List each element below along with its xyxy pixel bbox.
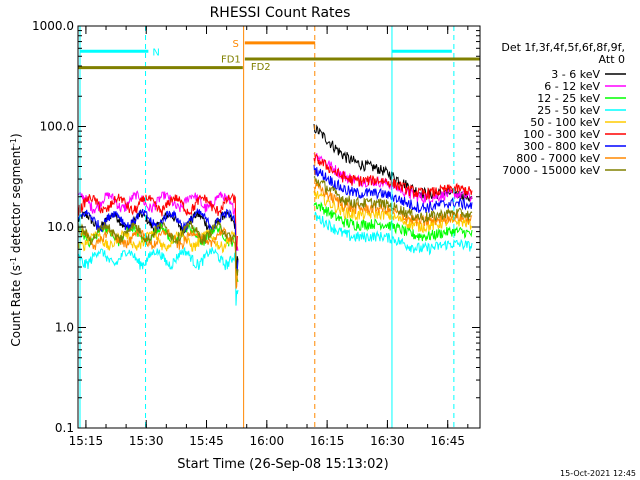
y-tick-label: 100.0 (40, 120, 74, 134)
legend-label: 50 - 100 keV (530, 116, 600, 129)
legend-header: Det 1f,3f,4f,5f,6f,8f,9f, (501, 41, 625, 54)
x-tick-label: 16:00 (250, 434, 285, 448)
x-tick-label: 16:15 (310, 434, 345, 448)
legend-label: 12 - 25 keV (537, 92, 600, 105)
event-label: S (232, 39, 238, 50)
event-label: FD1 (221, 55, 241, 66)
event-label: FD2 (251, 62, 271, 73)
chart-title: RHESSI Count Rates (210, 5, 351, 21)
x-axis-label: Start Time (26-Sep-08 15:13:02) (177, 457, 388, 472)
y-tick-label: 1.0 (55, 321, 74, 335)
axes-layer: 0.1 1.0 10.0 100.0 1000.0 15:15 15:30 15:45 16:0… (32, 19, 481, 448)
event-bars-layer: N S FD1 FD2 (78, 39, 480, 73)
y-axis-label: Count Rate (s-1 detector segment-1) (9, 133, 24, 346)
x-tick-label: 15:45 (189, 434, 224, 448)
legend-label: 25 - 50 keV (537, 104, 600, 117)
y-tick-label: 1000.0 (32, 19, 74, 33)
series-line (77, 164, 473, 272)
x-tick-label: 15:30 (129, 434, 164, 448)
legend-label: 3 - 6 keV (551, 68, 600, 81)
x-tick-label: 15:15 (69, 434, 104, 448)
series-line (77, 211, 473, 306)
legend: Det 1f,3f,4f,5f,6f,8f,9f,Att 0 3 - 6 keV6… (501, 41, 626, 177)
y-tick-label: 10.0 (47, 220, 74, 234)
legend-label: 300 - 800 keV (523, 140, 600, 153)
series-line (77, 182, 473, 289)
legend-label: 100 - 300 keV (523, 128, 600, 141)
legend-label: 6 - 12 keV (544, 80, 600, 93)
series-line (77, 154, 473, 251)
legend-label: 800 - 7000 keV (516, 152, 600, 165)
series-line (77, 190, 473, 288)
series-line (77, 175, 473, 276)
legend-header: Att 0 (599, 53, 625, 66)
timestamp: 15-Oct-2021 12:45 (560, 469, 636, 478)
x-tick-label: 16:30 (370, 434, 405, 448)
x-tick-label: 16:45 (430, 434, 465, 448)
event-label: N (152, 47, 159, 58)
series-layer (77, 123, 473, 306)
legend-label: 7000 - 15000 keV (502, 164, 600, 177)
y-tick-label: 0.1 (55, 421, 74, 435)
